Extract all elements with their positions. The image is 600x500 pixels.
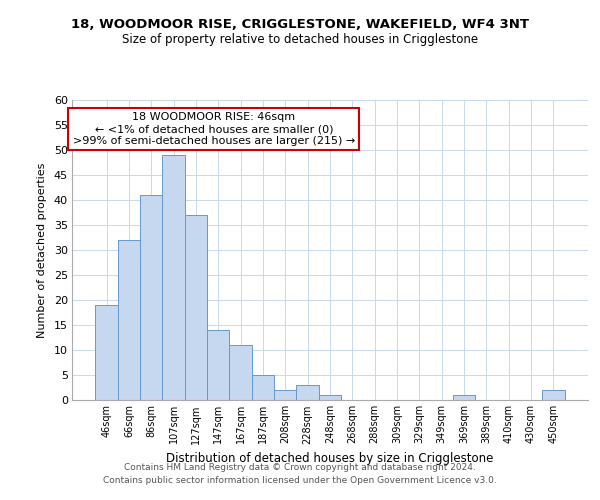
Text: 18 WOODMOOR RISE: 46sqm
← <1% of detached houses are smaller (0)
>99% of semi-de: 18 WOODMOOR RISE: 46sqm ← <1% of detache… <box>73 112 355 146</box>
Bar <box>163 155 185 400</box>
Bar <box>296 385 319 400</box>
Bar <box>252 375 274 400</box>
Bar <box>453 395 475 400</box>
Y-axis label: Number of detached properties: Number of detached properties <box>37 162 47 338</box>
Bar <box>542 390 565 400</box>
Bar <box>185 215 207 400</box>
Bar <box>140 195 163 400</box>
Bar <box>274 390 296 400</box>
Text: Contains HM Land Registry data © Crown copyright and database right 2024.: Contains HM Land Registry data © Crown c… <box>124 464 476 472</box>
Bar <box>207 330 229 400</box>
Bar <box>95 305 118 400</box>
Bar <box>229 345 252 400</box>
Text: Size of property relative to detached houses in Crigglestone: Size of property relative to detached ho… <box>122 32 478 46</box>
Text: 18, WOODMOOR RISE, CRIGGLESTONE, WAKEFIELD, WF4 3NT: 18, WOODMOOR RISE, CRIGGLESTONE, WAKEFIE… <box>71 18 529 30</box>
Text: Contains public sector information licensed under the Open Government Licence v3: Contains public sector information licen… <box>103 476 497 485</box>
X-axis label: Distribution of detached houses by size in Crigglestone: Distribution of detached houses by size … <box>166 452 494 465</box>
Bar <box>319 395 341 400</box>
Bar <box>118 240 140 400</box>
